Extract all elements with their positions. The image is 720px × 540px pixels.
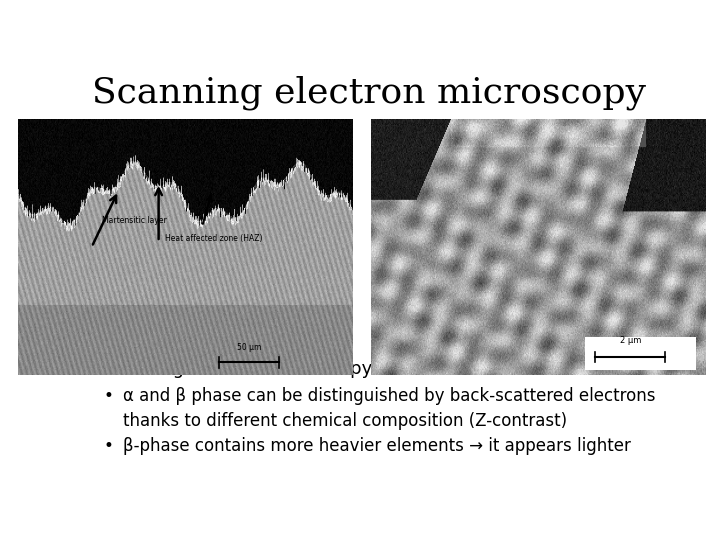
Text: •  Metastable β–alloy (Ti LCB): • Metastable β–alloy (Ti LCB) [374,129,642,147]
Text: Heat affected zone (HAZ): Heat affected zone (HAZ) [166,234,263,243]
Text: Scanning electron microscopy – Z-contrast: Scanning electron microscopy – Z-contras… [101,360,485,378]
Text: •  α + β alloy (Ti-6Al-4V): • α + β alloy (Ti-6Al-4V) [101,129,323,147]
Text: •: • [104,387,114,405]
Text: 2 μm: 2 μm [620,335,641,345]
Text: α and β phase can be distinguished by back-scattered electrons: α and β phase can be distinguished by ba… [124,387,656,405]
Text: •: • [104,437,114,455]
Text: 50 μm: 50 μm [237,343,261,352]
Text: Scanning electron microscopy: Scanning electron microscopy [92,75,646,110]
Text: Martensitic layer: Martensitic layer [102,216,166,225]
FancyBboxPatch shape [585,337,696,370]
Text: thanks to different chemical composition (Z-contrast): thanks to different chemical composition… [124,412,567,430]
Text: β-phase contains more heavier elements → it appears lighter: β-phase contains more heavier elements →… [124,437,631,455]
